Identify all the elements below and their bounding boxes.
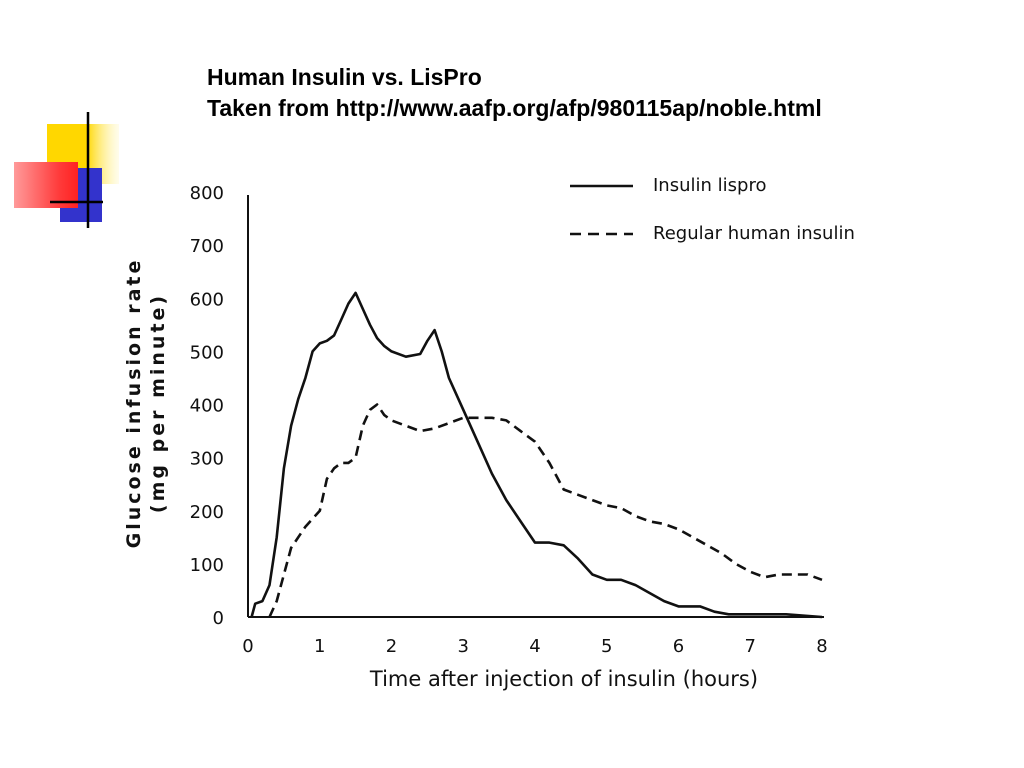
y-tick-label: 200: [190, 502, 224, 523]
x-tick-label: 3: [458, 636, 469, 657]
slide-title-source: Taken from http://www.aafp.org/afp/98011…: [207, 95, 822, 121]
x-tick-label: 2: [386, 636, 397, 657]
slide-title-line1: Human Insulin vs. LisPro: [207, 64, 482, 90]
x-tick-label: 7: [745, 636, 756, 657]
x-tick-label: 0: [242, 636, 253, 657]
y-axis-label: Glucose infusion rate: [123, 258, 145, 549]
x-tick-label: 6: [673, 636, 684, 657]
series-line-insulin-lispro: [250, 291, 823, 619]
y-tick-label: 500: [190, 342, 224, 363]
y-tick-label: 800: [190, 183, 224, 204]
chart-legend: Insulin lispro Regular human insulin: [570, 175, 855, 244]
y-tick-label: 700: [190, 236, 224, 257]
y-tick-labels: 0 100 200 300 400 500 600 700 800: [190, 183, 224, 629]
y-tick-label: 400: [190, 396, 224, 417]
slide-decoration: [14, 112, 119, 228]
x-tick-label: 1: [314, 636, 325, 657]
chart-axes: [247, 195, 824, 618]
y-axis-label-units: (mg per minute): [147, 293, 169, 513]
x-axis-label: Time after injection of insulin (hours): [369, 667, 758, 691]
x-tick-labels: 0 1 2 3 4 5 6 7 8: [242, 636, 827, 657]
x-tick-label: 8: [816, 636, 827, 657]
y-tick-label: 300: [190, 449, 224, 470]
decoration-red-square: [14, 162, 78, 208]
y-tick-label: 100: [190, 555, 224, 576]
chart-series: [250, 291, 823, 619]
legend-label-regular-human-insulin: Regular human insulin: [653, 223, 855, 244]
y-tick-label: 0: [213, 608, 224, 629]
slide-title: Human Insulin vs. LisPro Taken from http…: [207, 62, 822, 124]
legend-label-insulin-lispro: Insulin lispro: [653, 175, 766, 196]
y-tick-label: 600: [190, 289, 224, 310]
x-tick-label: 5: [601, 636, 612, 657]
x-tick-label: 4: [529, 636, 540, 657]
series-line-regular-human-insulin: [268, 403, 823, 618]
